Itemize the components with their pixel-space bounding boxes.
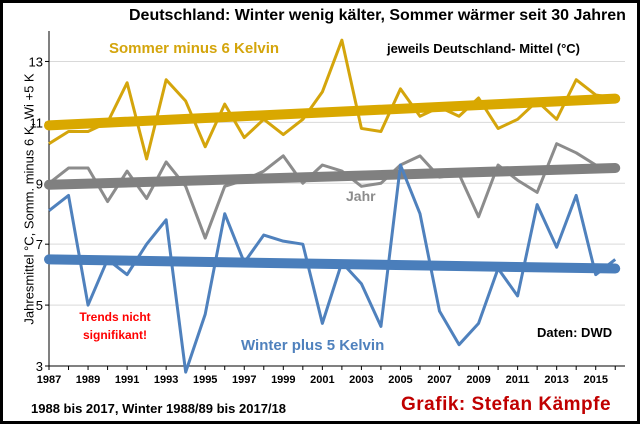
chart-title: Deutschland: Winter wenig kälter, Sommer…: [129, 7, 626, 24]
x-tick-label: 1999: [271, 374, 295, 386]
year-trend-line: [44, 163, 621, 190]
x-tick-label: 2003: [349, 374, 373, 386]
y-tick-label: 7: [36, 237, 43, 252]
x-tick-label: 2005: [388, 374, 412, 386]
winter-label: Winter plus 5 Kelvin: [241, 337, 384, 354]
x-tick-label: 1993: [154, 374, 178, 386]
summer-label: Sommer minus 6 Kelvin: [109, 40, 279, 57]
winter-trend-line: [44, 254, 621, 274]
x-tick-label: 2001: [310, 374, 334, 386]
x-tick-label: 1991: [115, 374, 139, 386]
x-tick-label: 2013: [544, 374, 568, 386]
x-tick-label: 2007: [427, 374, 451, 386]
y-tick-label: 5: [36, 298, 43, 313]
data-source: Daten: DWD: [537, 325, 612, 340]
x-tick-label: 1987: [37, 374, 61, 386]
significance-note-line1: Trends nicht: [79, 310, 150, 324]
x-tick-label: 2015: [583, 374, 607, 386]
x-tick-label: 2009: [466, 374, 490, 386]
author-credit: Grafik: Stefan Kämpfe: [401, 394, 612, 415]
significance-note-line2: signifikant!: [83, 328, 147, 342]
winter-series-line: [48, 163, 617, 374]
period-note: 1988 bis 2017, Winter 1988/89 bis 2017/1…: [31, 401, 286, 416]
summer-series-line: [48, 38, 616, 161]
year-series-line: [48, 142, 616, 240]
year-label: Jahr: [346, 188, 376, 204]
x-tick-label: 1995: [193, 374, 217, 386]
summer-trend-line: [44, 93, 621, 131]
y-tick-label: 3: [36, 359, 43, 374]
unit-note: jeweils Deutschland- Mittel (°C): [386, 41, 580, 56]
x-tick-label: 2011: [506, 374, 530, 386]
y-tick-label: 11: [30, 115, 44, 130]
y-tick-label: 9: [36, 176, 43, 191]
y-tick-label: 13: [29, 54, 43, 69]
temperature-chart: 3 5 7 9 11 13 1987 1989 1991 1993 1995 1997 1999 2001…: [29, 31, 625, 386]
x-tick-label: 1997: [232, 374, 256, 386]
x-tick-label: 1989: [76, 374, 100, 386]
